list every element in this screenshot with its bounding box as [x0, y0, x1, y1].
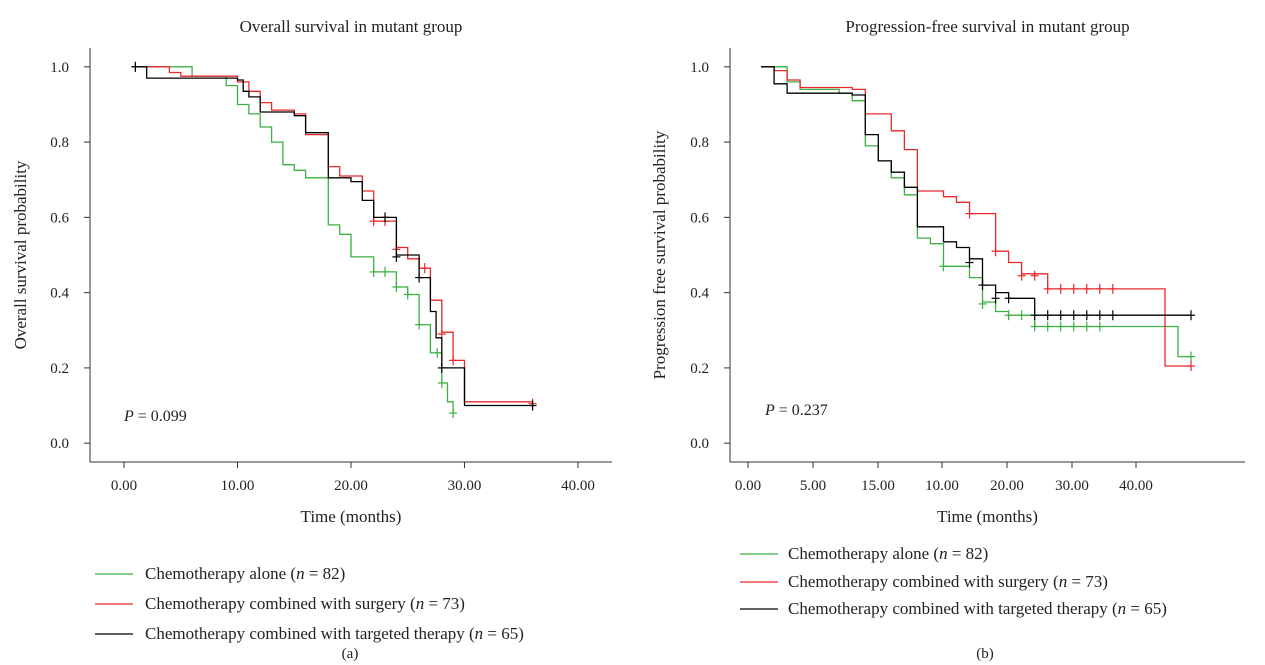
- x-tick-label: 40.00: [561, 478, 595, 494]
- series-2: [761, 66, 1196, 372]
- x-tick-label: 20.00: [334, 478, 368, 494]
- panel-a: Overall survival in mutant group 0.0 0.2 0.…: [11, 17, 612, 662]
- legend-entry: Chemotherapy alone (n = 82): [145, 564, 345, 583]
- axis-frame: [89, 48, 612, 463]
- legend-entry: Chemotherapy combined with surgery (n = …: [145, 594, 465, 613]
- legend-n: n: [939, 544, 948, 563]
- legend-entry: Chemotherapy alone (n = 82): [788, 544, 988, 563]
- p-symbol: P: [764, 402, 775, 419]
- series-3: [761, 66, 1196, 321]
- y-tick-label: 0.0: [690, 436, 709, 452]
- legend-label: Chemotherapy combined with targeted ther…: [788, 599, 1118, 618]
- panel-label: (b): [976, 646, 994, 662]
- y-tick-label: 0.2: [690, 361, 709, 377]
- x-tick-label: 10.00: [925, 478, 959, 494]
- legend-count: = 73): [424, 594, 465, 613]
- x-tick-label: 10.00: [221, 478, 255, 494]
- survival-curve: [761, 66, 1191, 367]
- chart-title: Progression-free survival in mutant grou…: [845, 17, 1129, 36]
- legend-count: = 73): [1067, 572, 1108, 591]
- x-tick-label: 0.00: [111, 478, 137, 494]
- x-axis-label: Time (months): [301, 507, 402, 526]
- legend-n: n: [475, 624, 484, 643]
- p-value: P = 0.099: [123, 408, 187, 425]
- legend-n: n: [296, 564, 305, 583]
- x-tick-label: 20.00: [990, 478, 1024, 494]
- y-tick-label: 0.8: [50, 135, 69, 151]
- x-tick-label: 0.00: [735, 478, 761, 494]
- y-tick-label: 0.4: [50, 286, 69, 302]
- x-tick-label: 30.00: [448, 478, 482, 494]
- x-tick-label: 40.00: [1119, 478, 1153, 494]
- y-tick-label: 0.8: [690, 135, 709, 151]
- panel-b: Progression-free survival in mutant grou…: [650, 17, 1245, 662]
- panel-label: (a): [342, 646, 359, 662]
- x-tick-label: 30.00: [1055, 478, 1089, 494]
- legend-entry: Chemotherapy combined with targeted ther…: [788, 599, 1167, 618]
- legend-n: n: [1118, 599, 1127, 618]
- y-axis-label: Overall survival probability: [11, 160, 30, 349]
- x-tick-label: 5.00: [800, 478, 826, 494]
- legend-count: = 65): [483, 624, 524, 643]
- p-symbol: P: [123, 408, 134, 425]
- p-value: P = 0.237: [764, 402, 828, 419]
- series-2: [135, 66, 537, 409]
- p-value-text: = 0.237: [775, 402, 828, 419]
- p-value-text: = 0.099: [134, 408, 187, 425]
- x-axis-label: Time (months): [937, 507, 1038, 526]
- survival-curve: [761, 66, 1191, 316]
- legend-count: = 65): [1126, 599, 1167, 618]
- y-axis-label: Progression free survival probability: [650, 130, 669, 379]
- survival-curve: [761, 66, 1191, 358]
- legend-n: n: [1059, 572, 1068, 591]
- legend-label: Chemotherapy combined with surgery (: [788, 572, 1059, 591]
- legend-count: = 82): [305, 564, 346, 583]
- legend-label: Chemotherapy combined with surgery (: [145, 594, 416, 613]
- y-tick-label: 0.6: [50, 210, 69, 226]
- y-tick-label: 1.0: [50, 60, 69, 76]
- y-tick-label: 0.0: [50, 436, 69, 452]
- y-tick-label: 0.6: [690, 210, 709, 226]
- legend-label: Chemotherapy combined with targeted ther…: [145, 624, 475, 643]
- legend-entry: Chemotherapy combined with targeted ther…: [145, 624, 524, 643]
- legend-count: = 82): [948, 544, 989, 563]
- legend-entry: Chemotherapy combined with surgery (n = …: [788, 572, 1108, 591]
- legend-n: n: [416, 594, 425, 613]
- legend: Chemotherapy alone (n = 82)Chemotherapy …: [740, 544, 1167, 618]
- y-tick-label: 0.4: [690, 286, 709, 302]
- chart-title: Overall survival in mutant group: [240, 17, 463, 36]
- series-3: [131, 61, 537, 411]
- y-tick-label: 1.0: [690, 60, 709, 76]
- survival-curve: [135, 66, 454, 414]
- legend: Chemotherapy alone (n = 82)Chemotherapy …: [95, 564, 524, 643]
- survival-curve: [135, 66, 533, 403]
- legend-label: Chemotherapy alone (: [788, 544, 939, 563]
- survival-curve: [135, 66, 533, 407]
- x-tick-label: 15.00: [861, 478, 895, 494]
- legend-label: Chemotherapy alone (: [145, 564, 296, 583]
- y-tick-label: 0.2: [50, 361, 69, 377]
- axis-frame: [729, 48, 1245, 463]
